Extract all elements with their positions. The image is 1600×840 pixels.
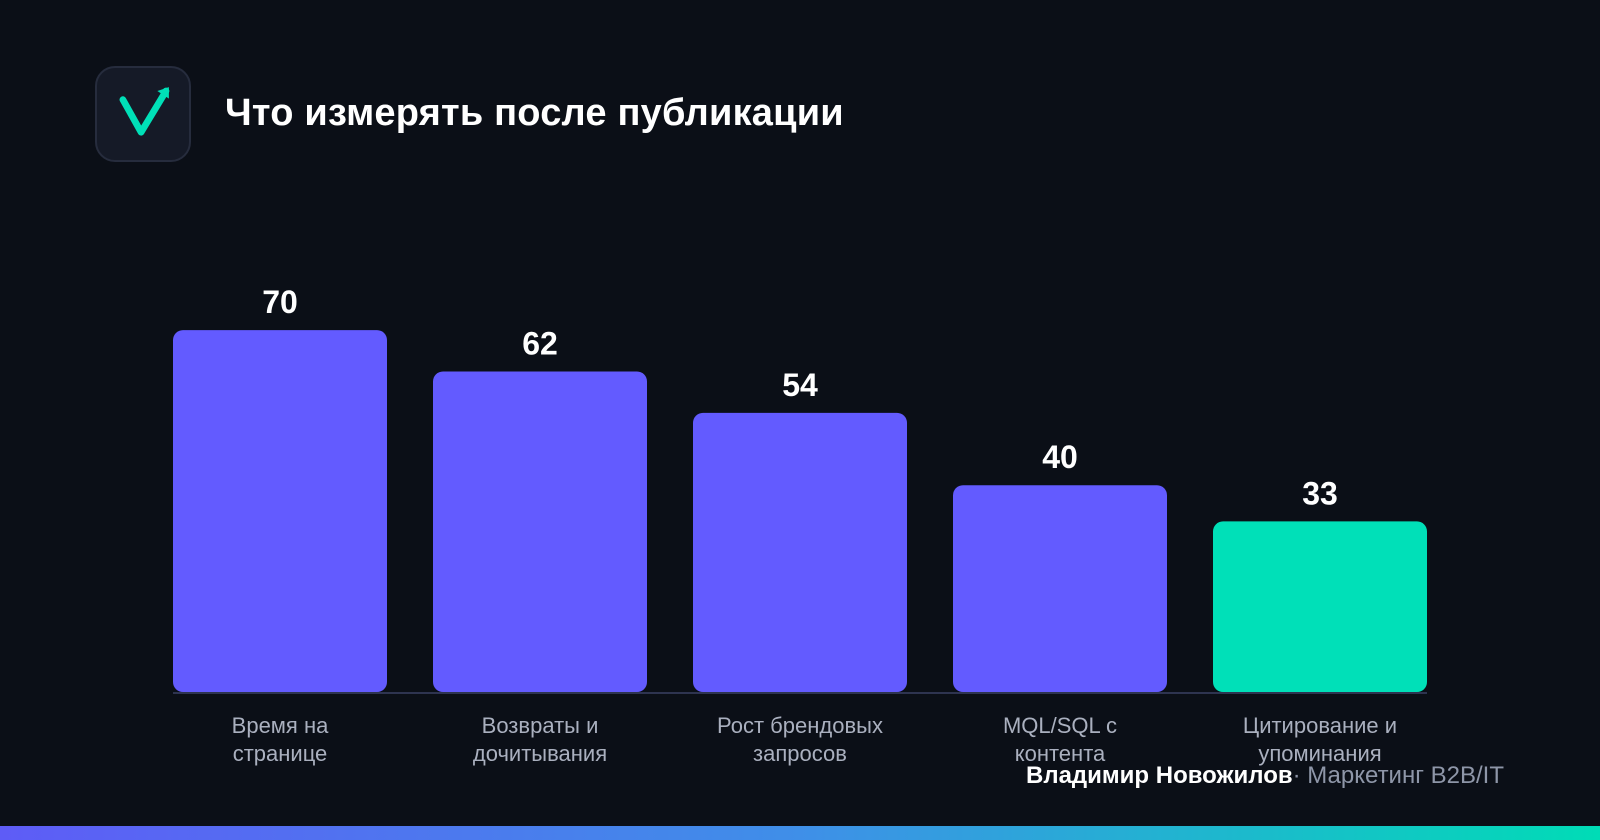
category-label-4: Цитирование и упоминания bbox=[1243, 713, 1397, 766]
bottom-gradient-bar bbox=[0, 826, 1600, 840]
category-label-1: Возвраты и дочитывания bbox=[473, 713, 607, 766]
check-arrow-logo-icon bbox=[119, 87, 170, 136]
logo-badge bbox=[95, 66, 191, 162]
bar-0 bbox=[173, 330, 387, 692]
bar-2 bbox=[693, 412, 907, 692]
footer-credit: Владимир Новожилов· Маркетинг B2B/IT bbox=[1026, 762, 1504, 790]
author-name: Владимир Новожилов bbox=[1025, 762, 1293, 789]
author-subtitle: · Маркетинг B2B/IT bbox=[1292, 762, 1504, 789]
category-label-3: MQL/SQL с контента bbox=[1003, 713, 1117, 766]
category-label-0: Время на странице bbox=[232, 713, 329, 766]
page-title: Что измерять после публикации bbox=[225, 92, 844, 134]
bar-1 bbox=[433, 371, 647, 692]
bar-4 bbox=[1213, 521, 1427, 692]
bar-value-label-1: 62 bbox=[522, 325, 558, 361]
bar-value-label-3: 40 bbox=[1042, 439, 1078, 475]
bar-value-label-2: 54 bbox=[782, 367, 818, 403]
bar-value-label-4: 33 bbox=[1302, 475, 1338, 511]
category-label-2: Рост брендовых запросов bbox=[717, 713, 883, 766]
bar-3 bbox=[953, 485, 1167, 692]
bar-value-label-0: 70 bbox=[262, 284, 298, 320]
